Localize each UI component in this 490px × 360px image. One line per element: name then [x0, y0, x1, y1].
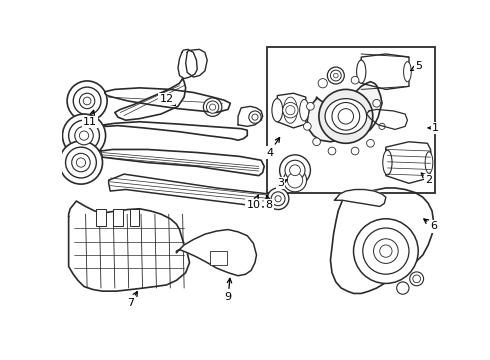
Circle shape: [373, 239, 398, 264]
Ellipse shape: [383, 150, 392, 175]
Polygon shape: [109, 174, 286, 208]
Circle shape: [79, 131, 89, 140]
Polygon shape: [115, 78, 186, 120]
Bar: [130, 209, 140, 226]
Circle shape: [252, 114, 258, 120]
Circle shape: [330, 70, 341, 81]
Circle shape: [203, 98, 222, 116]
Circle shape: [413, 275, 420, 283]
Polygon shape: [277, 93, 306, 128]
Ellipse shape: [357, 60, 366, 83]
Text: 12: 12: [159, 94, 175, 105]
Circle shape: [69, 120, 99, 151]
Text: 4: 4: [266, 138, 280, 158]
Circle shape: [79, 93, 95, 109]
Polygon shape: [186, 49, 207, 77]
Circle shape: [367, 139, 374, 147]
Polygon shape: [330, 188, 434, 293]
Text: 5: 5: [411, 61, 422, 71]
Circle shape: [73, 87, 101, 115]
Circle shape: [285, 160, 305, 180]
Polygon shape: [69, 201, 190, 291]
Polygon shape: [334, 189, 386, 206]
Polygon shape: [105, 88, 230, 112]
Bar: [210, 251, 227, 265]
Ellipse shape: [404, 62, 411, 82]
Circle shape: [283, 103, 298, 118]
Circle shape: [318, 78, 327, 88]
Polygon shape: [361, 54, 409, 89]
Circle shape: [379, 123, 385, 130]
Ellipse shape: [325, 99, 367, 134]
Circle shape: [286, 105, 295, 115]
Polygon shape: [238, 106, 263, 126]
Circle shape: [67, 81, 107, 121]
Circle shape: [290, 165, 300, 176]
Circle shape: [75, 126, 93, 145]
Text: 11: 11: [83, 111, 97, 127]
Circle shape: [351, 147, 359, 155]
Polygon shape: [386, 142, 432, 183]
Polygon shape: [367, 109, 408, 130]
Circle shape: [72, 153, 90, 172]
Circle shape: [66, 147, 97, 178]
Text: 9: 9: [224, 278, 232, 302]
Circle shape: [328, 147, 336, 155]
Text: 1: 1: [428, 123, 439, 133]
Circle shape: [351, 76, 359, 84]
Circle shape: [268, 188, 289, 210]
Text: 10: 10: [246, 195, 261, 210]
Polygon shape: [178, 49, 197, 78]
Polygon shape: [104, 122, 247, 140]
Text: 7: 7: [127, 292, 137, 309]
Ellipse shape: [300, 99, 309, 121]
Circle shape: [76, 158, 86, 167]
Circle shape: [287, 172, 303, 188]
Circle shape: [303, 122, 311, 130]
Ellipse shape: [425, 152, 433, 173]
Polygon shape: [101, 149, 264, 176]
Circle shape: [307, 103, 314, 110]
Text: 6: 6: [424, 219, 437, 231]
Circle shape: [63, 114, 106, 157]
Circle shape: [283, 169, 307, 192]
Circle shape: [363, 228, 409, 274]
Circle shape: [332, 103, 360, 130]
Bar: [267, 47, 435, 193]
Circle shape: [275, 195, 281, 202]
Text: 8: 8: [265, 195, 272, 210]
Bar: [113, 209, 122, 226]
Circle shape: [334, 73, 338, 78]
Circle shape: [83, 97, 91, 105]
Circle shape: [313, 138, 320, 145]
Circle shape: [319, 89, 373, 143]
Circle shape: [206, 101, 219, 113]
Circle shape: [280, 155, 311, 186]
Circle shape: [210, 104, 216, 110]
Text: 3: 3: [277, 178, 288, 188]
Circle shape: [249, 111, 261, 123]
Ellipse shape: [283, 97, 297, 123]
Circle shape: [397, 282, 409, 294]
Circle shape: [338, 109, 354, 124]
Circle shape: [373, 99, 381, 107]
Text: 2: 2: [421, 173, 433, 185]
Circle shape: [271, 192, 285, 206]
Bar: [97, 209, 106, 226]
Circle shape: [354, 219, 418, 283]
Ellipse shape: [272, 99, 283, 122]
Polygon shape: [307, 82, 382, 142]
Circle shape: [410, 272, 423, 286]
Circle shape: [59, 141, 102, 184]
Polygon shape: [176, 230, 257, 276]
Circle shape: [380, 245, 392, 257]
Circle shape: [327, 67, 344, 84]
